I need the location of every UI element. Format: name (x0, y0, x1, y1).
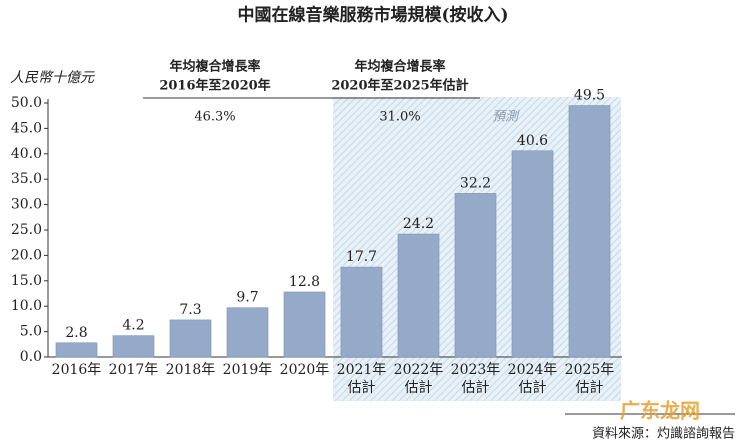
cagr-value: 31.0% (379, 110, 420, 125)
x-tick-line: 估計 (519, 380, 547, 396)
y-tick-label: 25.0 (11, 222, 42, 238)
x-tick-line: 2025年 (565, 362, 615, 378)
x-tick-label: 2016年 (52, 362, 102, 378)
bar (112, 335, 155, 358)
value-label: 4.2 (122, 318, 144, 334)
y-tick-label: 20.0 (11, 247, 42, 263)
x-tick-label: 2025年估計 (565, 362, 615, 396)
cagr-period: 2020年至2025年估計 (331, 78, 468, 94)
bar (511, 150, 554, 358)
bar (169, 319, 212, 358)
bar (397, 233, 440, 358)
x-tick-label: 2019年 (223, 362, 273, 378)
x-tick-line: 估計 (576, 380, 604, 396)
y-tick-label: 10.0 (11, 298, 42, 314)
x-tick-line: 2022年 (394, 362, 444, 378)
x-tick-label: 2017年 (109, 362, 159, 378)
y-tick-label: 30.0 (11, 197, 42, 213)
bar (55, 342, 98, 358)
y-tick-label: 45.0 (11, 120, 42, 136)
x-tick-line: 2021年 (337, 362, 387, 378)
value-label: 32.2 (460, 175, 491, 191)
x-tick-line: 估計 (405, 380, 433, 396)
x-tick-line: 2020年 (280, 362, 330, 378)
value-label: 49.5 (574, 88, 605, 104)
x-tick-line: 2023年 (451, 362, 501, 378)
source-note: 資料來源：灼識諮詢報告 (592, 426, 735, 442)
x-tick-label: 2018年 (166, 362, 216, 378)
x-tick-line: 2019年 (223, 362, 273, 378)
bar (454, 193, 497, 358)
forecast-label: 預測 (492, 110, 520, 125)
y-tick-label: 50.0 (11, 95, 42, 111)
value-label: 7.3 (179, 302, 201, 318)
value-label: 24.2 (403, 216, 434, 232)
value-label: 2.8 (65, 325, 87, 341)
cagr-value: 46.3% (194, 110, 235, 125)
bar (283, 291, 326, 358)
value-label: 17.7 (346, 249, 377, 265)
x-tick-line: 估計 (348, 380, 376, 396)
x-tick-line: 2018年 (166, 362, 216, 378)
bar (340, 266, 383, 358)
watermark: 广东龙网 (620, 399, 700, 423)
y-tick-label: 0.0 (20, 349, 42, 365)
x-tick-label: 2023年估計 (451, 362, 501, 396)
x-tick-line: 2024年 (508, 362, 558, 378)
cagr-label: 年均複合增長率 (354, 59, 445, 75)
x-tick-label: 2021年估計 (337, 362, 387, 396)
x-tick-line: 2017年 (109, 362, 159, 378)
cagr-period: 2016年至2020年 (159, 78, 270, 94)
x-tick-line: 估計 (462, 380, 490, 396)
y-tick-label: 5.0 (20, 324, 42, 340)
value-label: 40.6 (517, 133, 548, 149)
chart-title: 中國在線音樂服務市場規模(按收入) (237, 5, 508, 26)
x-tick-label: 2024年估計 (508, 362, 558, 396)
x-tick-label: 2022年估計 (394, 362, 444, 396)
value-label: 9.7 (236, 290, 258, 306)
y-axis-label: 人民幣十億元 (10, 70, 95, 86)
y-tick-label: 40.0 (11, 146, 42, 162)
cagr-label: 年均複合增長率 (169, 59, 260, 75)
x-tick-label: 2020年 (280, 362, 330, 378)
y-tick-label: 15.0 (11, 273, 42, 289)
x-tick-line: 2016年 (52, 362, 102, 378)
y-tick-label: 35.0 (11, 171, 42, 187)
bar (568, 105, 611, 358)
bar (226, 307, 269, 358)
value-label: 12.8 (289, 274, 320, 290)
